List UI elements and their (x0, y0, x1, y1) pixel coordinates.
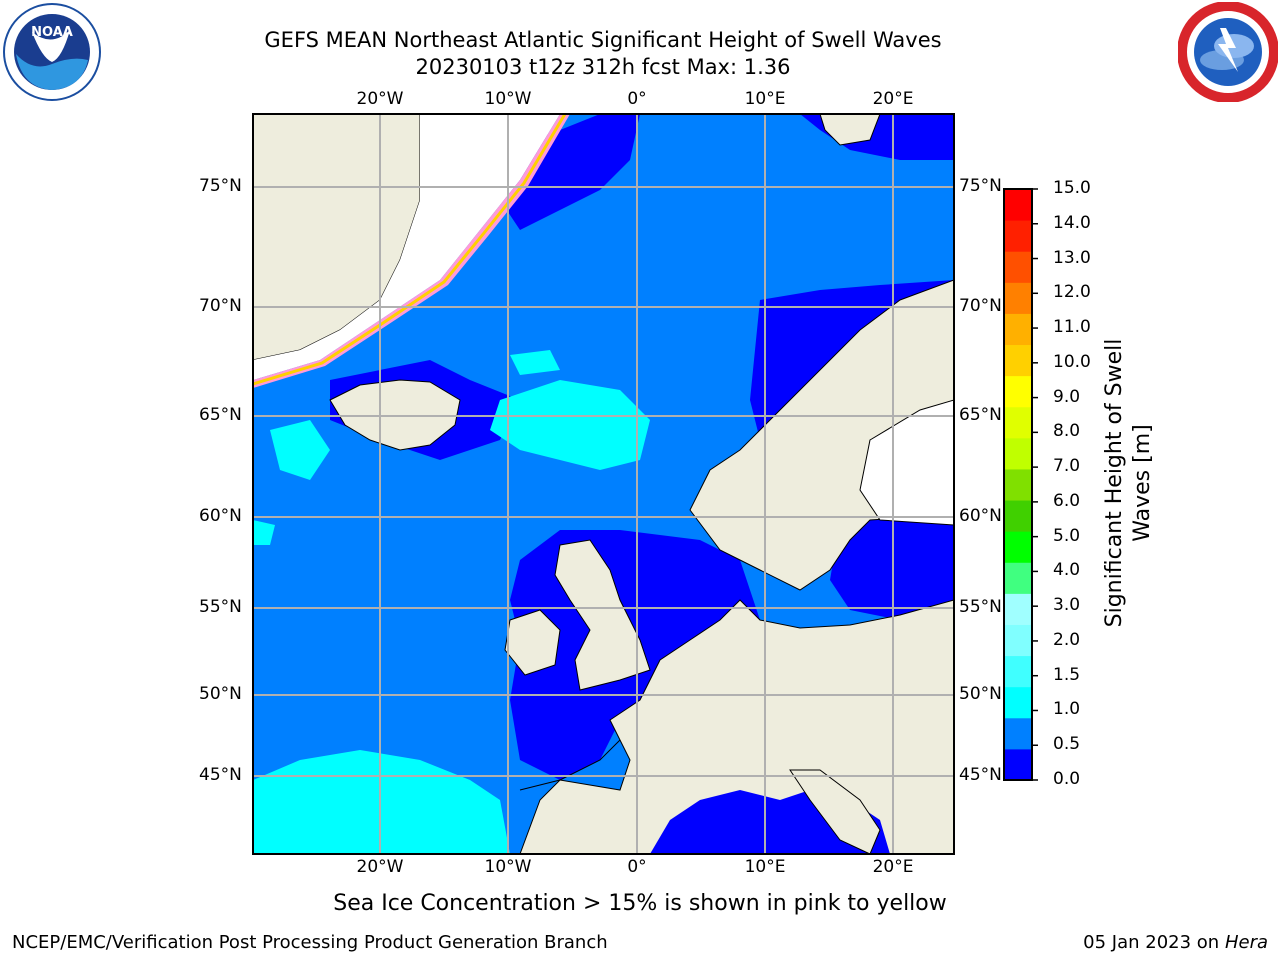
lat-label-left: 55°N (199, 597, 242, 617)
colorbar-tick-label: 3.0 (1053, 595, 1081, 616)
colorbar-segment (1004, 468, 1032, 501)
colorbar-tick-label: 13.0 (1053, 247, 1091, 268)
lat-label-right: 50°N (959, 684, 1002, 704)
lat-label-right: 55°N (959, 597, 1002, 617)
nws-logo (1177, 1, 1279, 106)
colorbar-segment (1004, 344, 1032, 377)
lat-label-left: 60°N (199, 506, 242, 526)
colorbar-tick-label: 8.0 (1053, 421, 1081, 442)
map-panel (253, 114, 954, 854)
colorbar-segment (1004, 282, 1032, 314)
title-line-1: GEFS MEAN Northeast Atlantic Significant… (264, 28, 942, 52)
colorbar-segment (1004, 593, 1032, 625)
colorbar-segment (1004, 624, 1032, 657)
sea-ice-note: Sea Ice Concentration > 15% is shown in … (333, 891, 947, 916)
lon-label-bottom: 10°W (484, 857, 532, 877)
colorbar-segment (1004, 375, 1032, 408)
lat-label-right: 65°N (959, 405, 1002, 425)
footer-date: 05 Jan 2023 on Hera (1083, 932, 1268, 953)
colorbar-segment (1004, 717, 1032, 750)
colorbar-segment (1004, 189, 1032, 221)
colorbar (1003, 188, 1038, 781)
colorbar-segment (1004, 220, 1032, 252)
lon-label-top: 0° (627, 89, 647, 109)
colorbar-tick-label: 6.0 (1053, 490, 1081, 511)
lon-label-bottom: 20°E (872, 857, 914, 877)
lon-label-top: 10°W (484, 89, 532, 109)
colorbar-tick-label: 0.0 (1053, 769, 1081, 789)
colorbar-segment (1004, 531, 1032, 563)
colorbar-tick-label: 12.0 (1053, 282, 1091, 303)
colorbar-segment (1004, 313, 1032, 346)
colorbar-tick-label: 7.0 (1053, 456, 1081, 477)
graticule (253, 114, 954, 854)
lat-label-right: 75°N (959, 176, 1002, 196)
lon-label-bottom: 0° (627, 857, 647, 877)
svg-text:NOAA: NOAA (31, 25, 73, 40)
colorbar-tick-label: 1.0 (1053, 699, 1081, 720)
lat-label-left: 50°N (199, 684, 242, 704)
lat-label-left: 65°N (199, 405, 242, 425)
lon-label-top: 10°E (744, 89, 786, 109)
lat-label-right: 70°N (959, 296, 1002, 316)
lat-label-left: 70°N (199, 296, 242, 316)
colorbar-segment (1004, 406, 1032, 439)
footer-credit: NCEP/EMC/Verification Post Processing Pr… (12, 932, 608, 953)
colorbar-tick-label: 4.0 (1053, 560, 1081, 581)
colorbar-segment (1004, 251, 1032, 283)
colorbar-tick-label: 0.5 (1053, 734, 1081, 755)
title-line-2: 20230103 t12z 312h fcst Max: 1.36 (415, 55, 791, 79)
colorbar-segment (1004, 437, 1032, 470)
map-frame (252, 113, 955, 855)
colorbar-tick-label: 2.0 (1053, 629, 1081, 650)
colorbar-tick-label: 14.0 (1053, 212, 1091, 233)
lat-label-right: 60°N (959, 506, 1002, 526)
colorbar-segment (1004, 655, 1032, 688)
lat-label-right: 45°N (959, 765, 1002, 785)
colorbar-segment (1004, 686, 1032, 719)
colorbar-frame (1003, 188, 1033, 781)
colorbar-tick-label: 10.0 (1053, 351, 1091, 372)
lat-label-left: 45°N (199, 765, 242, 785)
colorbar-tick-label: 5.0 (1053, 525, 1081, 546)
lat-label-left: 75°N (199, 176, 242, 196)
noaa-logo: NOAA (2, 2, 102, 106)
lon-label-bottom: 10°E (744, 857, 786, 877)
colorbar-segment (1004, 562, 1032, 594)
lon-label-top: 20°W (356, 89, 404, 109)
colorbar-tick-label: 9.0 (1053, 386, 1081, 407)
colorbar-segment (1004, 500, 1032, 532)
lon-label-top: 20°E (872, 89, 914, 109)
lon-label-bottom: 20°W (356, 857, 404, 877)
svg-text:Waves [m]: Waves [m] (1130, 424, 1155, 541)
colorbar-title: Significant Height of Swell Waves [m] (1102, 339, 1155, 628)
svg-text:Significant Height of Swell: Significant Height of Swell (1102, 339, 1127, 628)
colorbar-tick-label: 11.0 (1053, 317, 1091, 338)
map-title: GEFS MEAN Northeast Atlantic Significant… (230, 27, 976, 81)
colorbar-segment (1004, 748, 1032, 781)
colorbar-tick-label: 15.0 (1053, 178, 1091, 198)
colorbar-tick-label: 1.5 (1053, 664, 1081, 685)
